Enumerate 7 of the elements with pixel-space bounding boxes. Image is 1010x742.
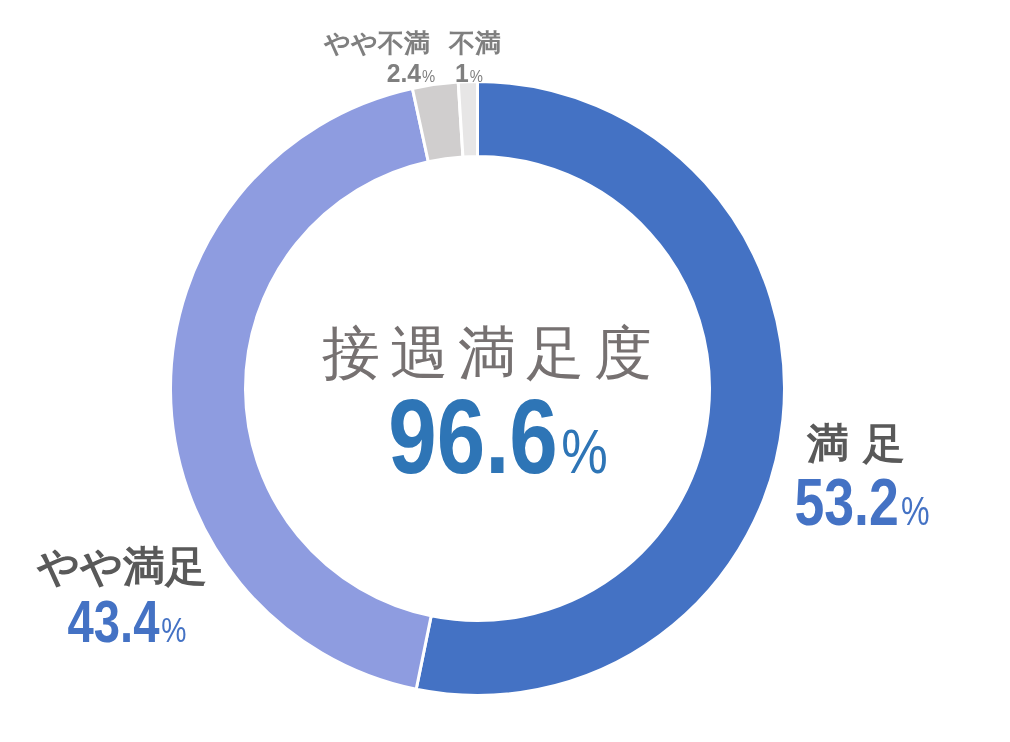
data-label: 2.4% [386, 58, 436, 88]
slice-label: やや不満 [323, 28, 430, 58]
slice-label: やや満足 [36, 541, 207, 591]
text: 接遇満足度 [322, 319, 662, 387]
slice-label: 不満 [448, 28, 501, 58]
data-label: 43.4% [67, 588, 187, 655]
data-label: 1% [455, 58, 483, 88]
